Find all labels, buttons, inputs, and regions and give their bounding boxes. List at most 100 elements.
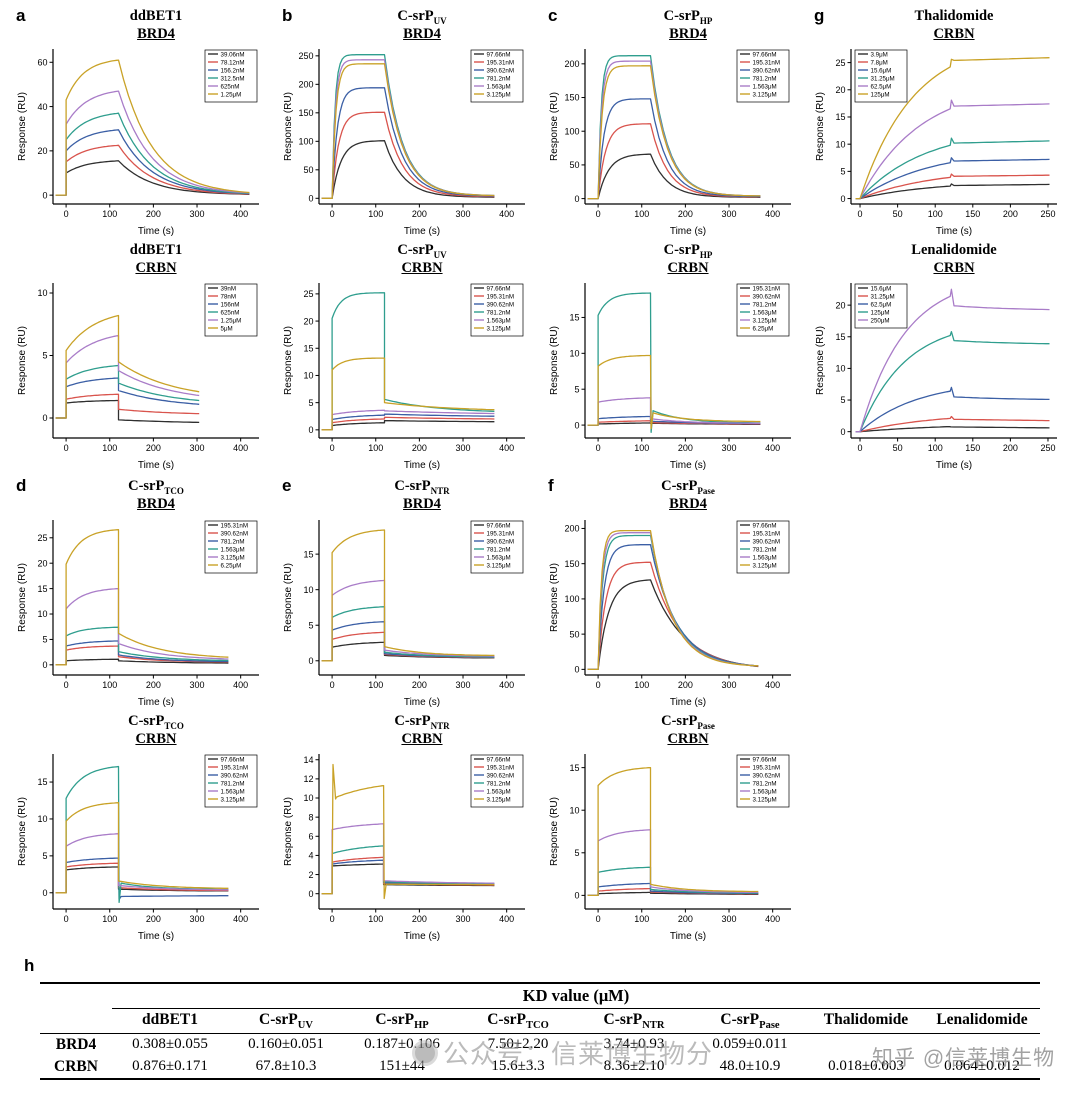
spr-plot-csrpuv-brd4: 0 100 200 300 400 0 50 100 150 200 250 Time (s) Resp… (282, 42, 532, 236)
panel-letter-f: f (548, 476, 554, 496)
kd-value-1-6: 0.018±0.003 (828, 1058, 904, 1075)
chart-title-main: Lenalidomide (911, 242, 997, 259)
watermark-zhihu: 知乎 @信莱博生物 (872, 1047, 1056, 1070)
chart-title-subscript: UV (433, 15, 447, 26)
svg-text:3.125μM: 3.125μM (753, 318, 777, 325)
chart-block-b2: C-srPUV CRBN 0 100 200 300 400 0 5 10 15 20 25 Time… (274, 240, 540, 470)
chart-title-line1: C-srPPase (661, 478, 715, 496)
svg-text:0: 0 (858, 443, 863, 453)
chart-block-a1: ddBET1 BRD4 0 100 200 300 400 0 20 40 60 Time (s)… (8, 6, 274, 236)
chart-title-main: C-srP (394, 478, 431, 495)
svg-text:3.125μM: 3.125μM (753, 92, 777, 99)
svg-text:15.6μM: 15.6μM (871, 68, 892, 75)
svg-text:781.2nM: 781.2nM (753, 76, 777, 83)
svg-text:Time (s): Time (s) (404, 226, 440, 236)
svg-text:Time (s): Time (s) (936, 226, 972, 236)
svg-text:39.06nM: 39.06nM (221, 52, 245, 59)
svg-text:400: 400 (499, 680, 514, 690)
kd-table-col-3: C-srPTCO (460, 1009, 576, 1035)
svg-text:100: 100 (102, 209, 117, 219)
svg-text:200: 200 (1003, 443, 1018, 453)
svg-text:5: 5 (840, 396, 845, 406)
chart-title-line1: C-srPNTR (394, 713, 449, 731)
svg-text:400: 400 (499, 443, 514, 453)
svg-text:40: 40 (37, 102, 47, 112)
kd-table: KD value (μM) ddBET1 C-srPUV C-srPHP C-srPTC… (40, 982, 1040, 1081)
svg-text:0: 0 (858, 209, 863, 219)
chart-block-f2: C-srPPase CRBN 0 100 200 300 400 0 5 10 15 Time (… (540, 711, 806, 941)
svg-text:3.125μM: 3.125μM (753, 562, 777, 569)
svg-text:390.62nM: 390.62nM (487, 538, 515, 545)
svg-text:Response (RU): Response (RU) (549, 797, 560, 866)
figure-grid: a ddBET1 BRD4 0 100 200 300 400 0 20 40 60 Time (… (8, 4, 1072, 945)
chart-title-line2: BRD4 (137, 25, 175, 42)
svg-text:0: 0 (308, 656, 313, 666)
svg-text:97.66nM: 97.66nM (487, 286, 511, 293)
svg-text:300: 300 (456, 914, 471, 924)
svg-text:300: 300 (722, 914, 737, 924)
chart-title-main: C-srP (661, 478, 698, 495)
svg-text:100: 100 (634, 680, 649, 690)
svg-text:1.563μM: 1.563μM (753, 554, 777, 561)
svg-text:200: 200 (678, 443, 693, 453)
svg-text:100: 100 (928, 209, 943, 219)
svg-text:5: 5 (574, 385, 579, 395)
svg-text:250: 250 (1040, 209, 1055, 219)
svg-text:195.31nM: 195.31nM (221, 522, 249, 529)
spr-plot-csrphp-brd4: 0 100 200 300 400 0 50 100 150 200 Time (s) Respons… (548, 42, 798, 236)
chart-title-line2: CRBN (401, 730, 443, 747)
svg-text:156.2nM: 156.2nM (221, 68, 245, 75)
svg-text:200: 200 (146, 914, 161, 924)
svg-text:781.2nM: 781.2nM (221, 780, 245, 787)
chart-title-line1: C-srPPase (661, 713, 715, 731)
panel-letter-c: c (548, 6, 558, 25)
svg-text:0: 0 (42, 660, 47, 670)
panel-g: g Thalidomide CRBN 0 50 100 150 200 250 0 5 10 15… (806, 4, 1072, 474)
svg-text:31.25μM: 31.25μM (871, 76, 895, 83)
svg-text:400: 400 (233, 680, 248, 690)
svg-text:15: 15 (303, 549, 313, 559)
svg-text:200: 200 (298, 80, 313, 90)
chart-title-g2: Lenalidomide CRBN (881, 242, 996, 276)
svg-text:300: 300 (190, 680, 205, 690)
chart-title-c1: C-srPHP BRD4 (634, 8, 713, 42)
chart-title-e2: C-srPNTR CRBN (364, 713, 449, 747)
svg-text:300: 300 (722, 209, 737, 219)
svg-text:Response (RU): Response (RU) (815, 92, 826, 161)
svg-text:3.125μM: 3.125μM (487, 92, 511, 99)
svg-text:100: 100 (564, 127, 579, 137)
svg-text:195.31nM: 195.31nM (487, 764, 515, 771)
svg-text:25: 25 (303, 289, 313, 299)
svg-text:300: 300 (456, 680, 471, 690)
svg-text:20: 20 (37, 558, 47, 568)
svg-text:400: 400 (233, 443, 248, 453)
svg-text:400: 400 (233, 914, 248, 924)
svg-text:100: 100 (102, 443, 117, 453)
svg-text:781.2nM: 781.2nM (221, 538, 245, 545)
svg-text:0: 0 (64, 209, 69, 219)
sensorgram-b1: 0 100 200 300 400 0 50 100 150 200 250 Time (s) Resp… (283, 49, 525, 236)
chart-title-subscript: Pase (697, 486, 715, 497)
svg-text:390.62nM: 390.62nM (221, 530, 249, 537)
chart-title-main: ddBET1 (129, 8, 183, 24)
svg-text:3.9μM: 3.9μM (871, 52, 888, 59)
svg-text:0: 0 (596, 914, 601, 924)
svg-text:12: 12 (303, 774, 313, 784)
svg-text:100: 100 (368, 209, 383, 219)
svg-text:Response (RU): Response (RU) (283, 326, 294, 395)
chart-title-c2: C-srPHP CRBN (634, 242, 713, 276)
svg-text:15: 15 (569, 313, 579, 323)
svg-text:390.62nM: 390.62nM (753, 538, 781, 545)
svg-text:1.563μM: 1.563μM (487, 554, 511, 561)
panel-letter-d: d (16, 476, 27, 496)
svg-text:400: 400 (765, 680, 780, 690)
sensorgram-c2: 0 100 200 300 400 0 5 10 15 Time (s) Response (RU)… (549, 283, 791, 470)
svg-text:400: 400 (765, 443, 780, 453)
svg-text:3.125μM: 3.125μM (753, 796, 777, 803)
panel-d: d C-srPTCO BRD4 0 100 200 300 400 0 5 10 15 20 25 T… (8, 474, 274, 944)
svg-text:390.62nM: 390.62nM (487, 68, 515, 75)
kd-row-label-CRBN: CRBN (54, 1058, 98, 1076)
chart-block-c2: C-srPHP CRBN 0 100 200 300 400 0 5 10 15 Time (s)… (540, 240, 806, 470)
svg-text:150: 150 (965, 443, 980, 453)
chart-title-subscript: HP (699, 15, 713, 26)
